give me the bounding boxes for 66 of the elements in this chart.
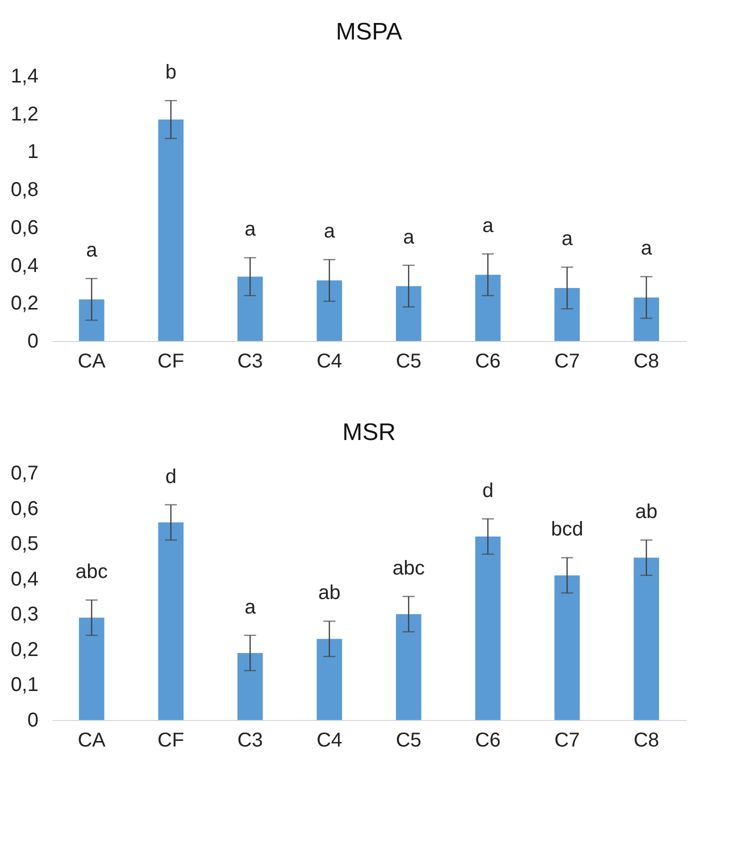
y-tick-label: 0 [27,710,38,732]
x-tick-label: C5 [396,350,422,372]
annotation: abc [392,558,425,580]
y-tick-label: 1,4 [10,66,38,88]
bar [158,120,184,341]
bar [475,536,501,720]
x-tick-label: CF [158,730,184,752]
y-tick-label: 0,8 [10,179,38,202]
annotation: a [562,228,574,250]
x-tick-label: C8 [634,730,660,752]
x-tick-label: C3 [237,730,263,752]
annotation: bcd [551,518,584,541]
bar [554,288,580,341]
y-tick-label: 0,2 [10,638,38,661]
chart-title: MSR [342,419,396,446]
bar [316,638,342,720]
annotation: a [482,214,494,237]
annotation: ab [635,501,658,524]
y-tick-label: 0 [27,330,38,352]
y-tick-label: 0,6 [10,498,38,520]
annotation: a [244,218,257,241]
bar [634,297,660,341]
bar [316,280,342,341]
y-tick-label: 0,1 [10,674,38,696]
x-tick-label: CF [158,350,184,372]
x-tick-label: C4 [316,730,342,752]
x-tick-label: C7 [554,730,580,752]
x-tick-label: C6 [475,730,501,752]
bar [396,286,422,341]
x-tick-label: C6 [475,350,501,372]
annotation: a [244,596,257,618]
y-tick-label: 0,4 [10,568,38,590]
y-tick-label: 0,5 [10,533,38,556]
annotation: d [482,480,494,502]
x-tick-label: C4 [316,350,342,372]
annotation: a [86,240,98,262]
annotation: b [165,62,176,84]
y-tick-label: 0,3 [10,604,38,626]
x-tick-label: C8 [634,350,660,372]
bar [634,558,660,720]
annotation: a [324,220,336,243]
annotation: d [165,466,176,488]
annotation: a [403,226,416,248]
chart-title: MSPA [336,18,402,46]
bar [396,614,422,720]
y-tick-label: 0,4 [10,254,38,277]
bar [237,652,263,720]
x-tick-label: CA [78,350,106,372]
x-tick-label: C7 [554,350,580,372]
bar [78,618,104,720]
y-tick-label: 1,2 [10,103,38,126]
bar [78,299,104,341]
y-tick-label: 0,2 [10,292,38,315]
y-tick-label: 0,6 [10,216,38,239]
bar [554,575,580,720]
bar [475,274,501,341]
annotation: abc [76,561,108,584]
y-tick-label: 1 [27,141,38,164]
x-tick-label: C3 [237,350,263,372]
x-tick-label: CA [78,730,106,752]
x-tick-label: C5 [396,730,422,752]
annotation: ab [318,582,340,604]
bar [158,522,184,720]
y-tick-label: 0,7 [10,462,38,484]
annotation: a [640,238,653,260]
bar [237,276,263,341]
